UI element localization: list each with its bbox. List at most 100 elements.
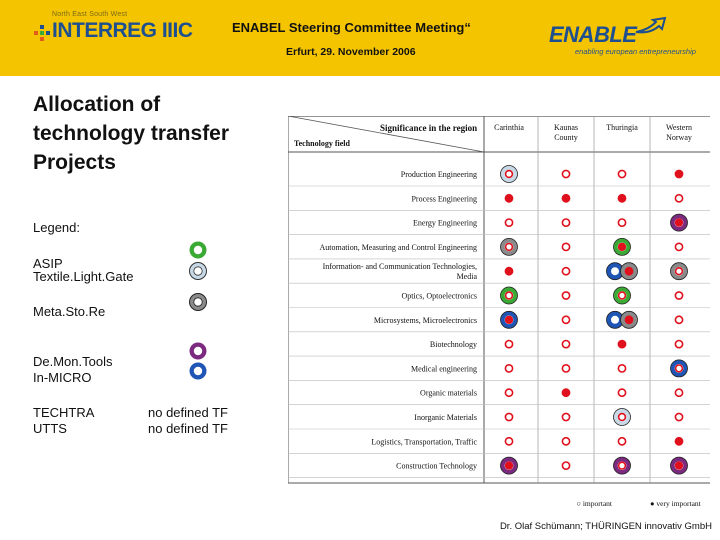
important-dot	[504, 169, 514, 179]
cell-marker	[617, 169, 627, 179]
very-important-dot	[674, 169, 684, 179]
cell-marker	[561, 242, 571, 252]
header-date: Erfurt, 29. November 2006	[286, 46, 416, 58]
cell-marker	[613, 408, 631, 426]
slide-title: Allocation of technology transfer Projec…	[33, 90, 273, 177]
important-dot	[504, 412, 514, 422]
cell-marker	[504, 266, 514, 276]
very-important-dot	[561, 388, 571, 398]
cell-marker	[674, 388, 684, 398]
very-important-dot	[617, 242, 627, 252]
enable-logo: ENABLE	[549, 22, 637, 47]
legend-marker-inmicro	[189, 362, 207, 380]
cell-marker	[561, 363, 571, 373]
cell-marker	[561, 436, 571, 446]
cell-marker	[674, 242, 684, 252]
cell-marker	[670, 456, 688, 475]
cell-marker	[561, 291, 571, 300]
very-important-dot	[674, 436, 684, 446]
cell-marker	[500, 237, 518, 256]
very-important-dot	[504, 193, 514, 203]
cell-marker	[606, 262, 638, 281]
cell-marker	[500, 286, 518, 305]
very-important-dot	[561, 193, 571, 203]
cell-marker	[617, 388, 627, 398]
important-dot	[674, 364, 684, 373]
cell-marker	[504, 436, 514, 446]
legend-textile: Textile.Light.Gate	[33, 269, 134, 284]
very-important-dot	[617, 339, 627, 349]
cell-marker	[561, 266, 571, 276]
important-dot	[617, 461, 627, 470]
key-important: ○ important	[576, 499, 612, 508]
table-header-region: Significance in the region	[380, 123, 477, 133]
cell-marker	[561, 412, 571, 422]
region-header: County	[554, 133, 578, 142]
slide-title-line: Allocation of	[33, 93, 161, 116]
very-important-dot	[617, 193, 627, 203]
important-dot	[504, 436, 514, 446]
cell-marker	[504, 388, 514, 398]
important-dot	[561, 169, 571, 179]
cell-marker	[674, 315, 684, 325]
very-important-dot	[504, 266, 514, 276]
legend-marker-textile	[189, 262, 207, 280]
legend-marker-metastore	[189, 293, 207, 311]
interreg-stars-icon	[34, 25, 50, 41]
important-dot	[674, 291, 684, 300]
cell-marker	[674, 339, 684, 349]
cell-marker	[674, 412, 684, 422]
legend-no-defined-tf: no defined TF	[148, 405, 228, 420]
important-dot	[561, 461, 571, 470]
important-dot	[617, 388, 627, 398]
legend-utts: UTTS	[33, 421, 67, 436]
important-dot	[561, 218, 571, 227]
cell-marker	[561, 315, 571, 325]
field-label: Process Engineering	[411, 194, 477, 203]
project-ring-center	[611, 315, 619, 324]
important-dot	[504, 291, 514, 300]
important-dot	[674, 242, 684, 252]
important-dot	[561, 315, 571, 325]
important-dot	[504, 363, 514, 373]
important-dot	[504, 242, 514, 252]
legend-inmicro: In-MICRO	[33, 370, 92, 385]
cell-marker	[674, 436, 684, 446]
cell-marker	[561, 169, 571, 179]
important-dot	[617, 169, 627, 179]
cell-marker	[504, 339, 514, 349]
field-label: Medical engineering	[411, 364, 477, 373]
field-label: Information- and Communication Technolog…	[323, 262, 477, 271]
important-dot	[617, 412, 627, 422]
very-important-dot	[504, 461, 514, 470]
field-label: Automation, Measuring and Control Engine…	[319, 243, 477, 252]
cell-marker	[613, 286, 631, 305]
field-label: Inorganic Materials	[414, 413, 477, 422]
important-dot	[561, 291, 571, 300]
header-title: ENABEL Steering Committee Meeting“	[232, 20, 471, 35]
region-header: Carinthia	[494, 123, 524, 132]
cell-marker	[674, 291, 684, 300]
important-dot	[674, 267, 684, 276]
cell-marker	[617, 218, 627, 227]
cell-marker	[504, 363, 514, 373]
field-label: Production Engineering	[401, 170, 477, 179]
field-label: Media	[457, 272, 478, 281]
very-important-dot	[624, 315, 634, 325]
important-dot	[504, 218, 514, 227]
important-dot	[674, 412, 684, 422]
cell-marker	[670, 359, 688, 378]
field-label: Microsystems, Microelectronics	[374, 316, 477, 325]
legend-metastore: Meta.Sto.Re	[33, 304, 106, 319]
region-header: Thuringia	[606, 123, 638, 132]
cell-marker	[500, 456, 518, 475]
cell-marker	[561, 218, 571, 227]
legend-techtra: TECHTRA	[33, 405, 95, 420]
important-dot	[617, 436, 627, 446]
cell-marker	[617, 193, 627, 203]
slide-title-line: Projects	[33, 151, 116, 174]
field-label: Optics, Optoelectronics	[401, 292, 477, 301]
important-dot	[561, 339, 571, 349]
cell-marker	[504, 193, 514, 203]
field-label: Energy Engineering	[413, 219, 477, 228]
